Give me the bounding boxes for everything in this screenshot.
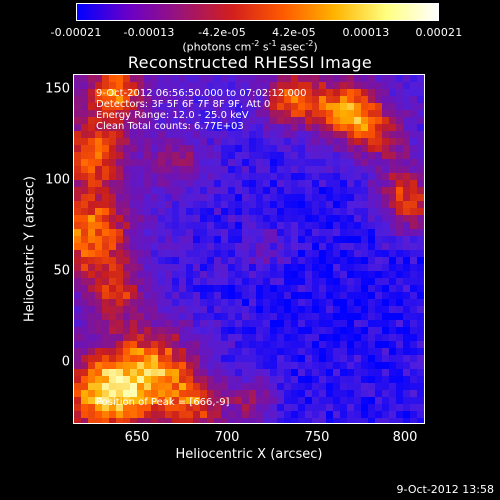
x-tick: 700 — [214, 430, 240, 445]
colorbar-units: (photons cm-2 s-1 asec-2) — [182, 39, 318, 54]
x-tick: 800 — [392, 430, 418, 445]
detectors-annotation: Detectors: 3F 5F 6F 7F 8F 9F, Att 0 — [96, 99, 271, 110]
x-tick: 750 — [304, 430, 330, 445]
colorbar-tick: 0.00021 — [415, 26, 463, 39]
colorbar-tick: -0.00013 — [123, 26, 175, 39]
image-plot — [73, 74, 425, 424]
time-range-annotation: 9-Oct-2012 06:56:50.000 to 07:02:12.000 — [96, 88, 307, 99]
colorbar-tick: -0.00021 — [50, 26, 102, 39]
clean-annotation: Clean Total counts: 6.77E+03 — [96, 121, 244, 132]
y-tick: 50 — [53, 263, 70, 279]
y-tick: 150 — [45, 81, 70, 97]
y-axis-label: Heliocentric Y (arcsec) — [22, 176, 38, 322]
peak-annotation: Position of Peak = [666,-9] — [96, 397, 230, 408]
heatmap — [74, 75, 424, 423]
energy-annotation: Energy Range: 12.0 - 25.0 keV — [96, 110, 249, 121]
x-tick: 650 — [124, 430, 150, 445]
x-axis-label: Heliocentric X (arcsec) — [175, 447, 323, 462]
y-tick: 0 — [61, 354, 70, 370]
plot-title: Reconstructed RHESSI Image — [127, 53, 373, 72]
colorbar-tick: 0.00013 — [342, 26, 390, 39]
colorbar — [76, 3, 439, 21]
colorbar-tick: -4.2e-05 — [198, 26, 246, 39]
timestamp: 9-Oct-2012 13:58 — [396, 483, 494, 496]
y-tick: 100 — [45, 172, 70, 188]
colorbar-tick: 4.2e-05 — [272, 26, 316, 39]
